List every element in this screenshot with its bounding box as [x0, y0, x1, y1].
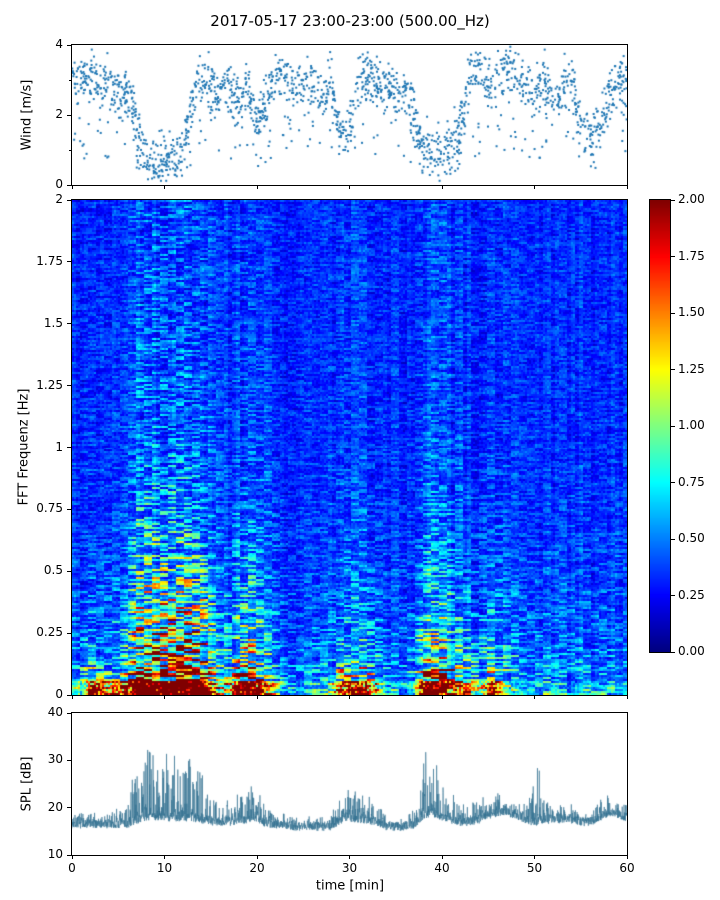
- y-tick-label: 0.75: [36, 501, 63, 516]
- colorbar-tick-label: 1.25: [678, 361, 705, 376]
- y-tick-label: 1.5: [43, 315, 63, 330]
- wind-scatter-canvas: [72, 45, 627, 185]
- y-tick-mark: [67, 712, 72, 714]
- y-tick-label: 1.75: [36, 253, 63, 268]
- y-tick-label: 30: [47, 752, 63, 767]
- y-tick-label: 0: [55, 687, 63, 701]
- x-tick-label: 40: [434, 861, 450, 875]
- y-tick-mark: [67, 694, 72, 696]
- y-tick-mark: [67, 199, 72, 201]
- y-tick-mark: [67, 447, 72, 448]
- x-tick-label: 0: [68, 861, 76, 875]
- y-tick-mark: [69, 149, 72, 151]
- x-tick-mark: [626, 695, 628, 699]
- colorbar-tick-mark: [671, 482, 675, 483]
- colorbar: [649, 199, 671, 653]
- y-tick-label: 1.25: [36, 377, 63, 392]
- spl-line-panel: [71, 712, 628, 856]
- x-tick-label: 30: [341, 861, 358, 875]
- colorbar-tick-label: 0.50: [678, 531, 705, 545]
- y-tick-label: 2: [55, 107, 63, 121]
- y-tick-label: 10: [47, 847, 63, 861]
- y-tick-mark: [67, 184, 72, 186]
- x-tick-mark: [349, 695, 350, 699]
- y-tick-label: 4: [55, 37, 63, 51]
- colorbar-tick-mark: [671, 199, 675, 201]
- x-tick-mark: [164, 855, 165, 859]
- x-tick-mark: [534, 855, 535, 859]
- time-xlabel: time [min]: [315, 878, 385, 894]
- y-tick-label: 1: [55, 439, 63, 454]
- y-tick-mark: [67, 261, 72, 263]
- x-tick-label: 20: [249, 861, 265, 875]
- y-tick-mark: [67, 759, 72, 761]
- y-tick-mark: [67, 114, 72, 116]
- y-tick-mark: [67, 807, 72, 809]
- colorbar-canvas: [650, 200, 670, 652]
- y-tick-mark: [67, 854, 72, 856]
- y-tick-mark: [67, 44, 72, 46]
- x-tick-mark: [256, 855, 258, 859]
- colorbar-tick-label: 0.25: [678, 587, 705, 602]
- y-tick-mark: [67, 570, 72, 572]
- x-tick-mark: [534, 185, 535, 189]
- x-tick-mark: [349, 855, 350, 859]
- x-tick-mark: [256, 185, 258, 189]
- colorbar-tick-label: 1.50: [678, 305, 705, 319]
- y-tick-label: 0.5: [43, 563, 63, 578]
- y-tick-mark: [67, 508, 72, 510]
- y-tick-mark: [69, 79, 72, 81]
- colorbar-tick-label: 1.00: [678, 418, 705, 432]
- y-tick-label: 2: [55, 192, 63, 206]
- colorbar-tick-mark: [671, 256, 675, 257]
- y-tick-mark: [67, 323, 72, 325]
- x-tick-mark: [441, 695, 443, 699]
- x-tick-mark: [256, 695, 258, 699]
- y-tick-label: 0.25: [36, 625, 63, 640]
- colorbar-tick-mark: [671, 369, 675, 370]
- x-tick-mark: [626, 185, 628, 189]
- figure-title: 2017-05-17 23:00-23:00 (500.00_Hz): [210, 12, 490, 30]
- x-tick-mark: [164, 695, 165, 699]
- colorbar-tick-label: 0.00: [678, 644, 705, 658]
- y-tick-mark: [67, 385, 72, 387]
- y-tick-label: 40: [47, 705, 63, 719]
- colorbar-tick-label: 1.75: [678, 248, 705, 263]
- x-tick-label: 50: [526, 861, 543, 875]
- x-tick-label: 10: [156, 861, 173, 875]
- colorbar-tick-mark: [671, 651, 675, 653]
- spectrogram-canvas: [72, 200, 627, 695]
- x-tick-mark: [441, 185, 443, 189]
- y-tick-label: 0: [55, 177, 63, 191]
- x-tick-mark: [534, 695, 535, 699]
- colorbar-tick-label: 0.75: [678, 474, 705, 489]
- x-tick-mark: [71, 695, 73, 699]
- spl-line-canvas: [72, 713, 627, 855]
- colorbar-tick-mark: [671, 595, 675, 596]
- x-tick-mark: [164, 185, 165, 189]
- spectrogram-panel: [71, 199, 628, 696]
- x-tick-label: 60: [619, 861, 635, 875]
- y-tick-mark: [67, 632, 72, 634]
- x-tick-mark: [71, 855, 73, 859]
- colorbar-tick-label: 2.00: [678, 192, 705, 206]
- x-tick-mark: [349, 185, 350, 189]
- colorbar-tick-mark: [671, 312, 675, 314]
- x-tick-mark: [626, 855, 628, 859]
- wind-scatter-panel: [71, 44, 628, 186]
- colorbar-tick-mark: [671, 425, 675, 427]
- y-tick-label: 20: [47, 799, 63, 814]
- x-tick-mark: [71, 185, 73, 189]
- colorbar-tick-mark: [671, 538, 675, 540]
- x-tick-mark: [441, 855, 443, 859]
